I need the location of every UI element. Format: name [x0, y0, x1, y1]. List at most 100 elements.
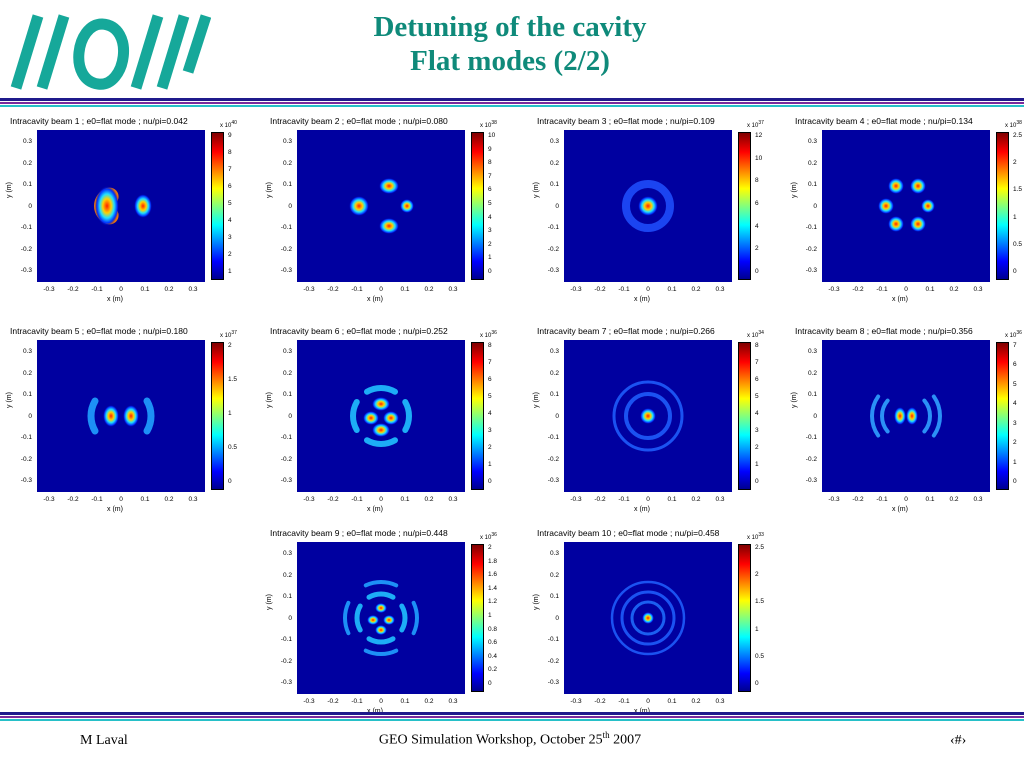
y-axis-label: y (m) [533, 594, 540, 610]
y-axis-label: y (m) [533, 182, 540, 198]
colorbar-tick-label: 0 [488, 478, 492, 485]
colorbar-tick-label: 1 [488, 461, 492, 468]
y-tick-label: 0.1 [807, 391, 817, 398]
colorbar-tick-label: 9 [228, 132, 232, 139]
colorbar-tick-label: 0 [488, 680, 492, 687]
colorbar-tick-label: 1 [228, 410, 232, 417]
colorbar-exponent: x 1036 [480, 330, 497, 339]
x-tick-label: 0 [379, 698, 383, 705]
y-axis-label: y (m) [6, 392, 13, 408]
intensity-map [564, 340, 732, 492]
beam-plot-7: Intracavity beam 7 ; e0=flat mode ; nu/p… [533, 326, 777, 526]
slide-title: Detuning of the cavity Flat modes (2/2) [260, 10, 760, 78]
y-tick-label: 0.3 [282, 348, 292, 355]
colorbar-tick-label: 1.5 [1013, 186, 1023, 194]
colorbar-tick-label: 6 [228, 183, 232, 190]
y-tick-label: 0.2 [807, 369, 817, 377]
plot-title: Intracavity beam 2 ; e0=flat mode ; nu/p… [270, 116, 448, 126]
x-tick-label: 0.3 [973, 496, 983, 503]
x-tick-label: 0.3 [973, 286, 983, 293]
y-tick-label: -0.1 [20, 224, 32, 231]
y-tick-label: -0.2 [805, 245, 817, 253]
beam-plot-4: Intracavity beam 4 ; e0=flat mode ; nu/p… [791, 116, 1024, 316]
plot-title: Intracavity beam 1 ; e0=flat mode ; nu/p… [10, 116, 188, 126]
y-tick-label: -0.3 [280, 679, 292, 686]
y-tick-label: -0.1 [805, 434, 817, 441]
x-tick-label: 0.2 [691, 286, 701, 293]
y-tick-label: -0.3 [805, 267, 817, 274]
x-axis-label: x (m) [892, 296, 908, 303]
x-tick-label: 0 [904, 496, 908, 503]
intensity-pattern [349, 178, 414, 234]
colorbar-tick-label: 0.5 [1013, 240, 1023, 248]
y-tick-label: 0.3 [807, 138, 817, 145]
plot-title: Intracavity beam 9 ; e0=flat mode ; nu/p… [270, 528, 448, 538]
colorbar-tick-label: 5 [488, 393, 492, 400]
y-tick-label: 0 [555, 412, 559, 420]
x-tick-label: 0.3 [448, 286, 458, 293]
y-axis-label: y (m) [266, 594, 273, 610]
colorbar-tick-label: 1 [488, 612, 492, 619]
colorbar-tick-label: 5 [228, 200, 232, 207]
x-tick-label: 0.2 [691, 698, 701, 705]
y-tick-label: 0.3 [549, 348, 559, 355]
colorbar-tick-label: 7 [488, 172, 492, 180]
colorbar-tick-label: 6 [1013, 361, 1017, 369]
y-tick-label: 0.2 [22, 369, 32, 377]
x-tick-label: 0.1 [400, 286, 410, 293]
colorbar-tick-label: 2 [755, 444, 759, 451]
colorbar-tick-label: 2 [488, 240, 492, 248]
y-tick-label: 0.1 [549, 181, 559, 188]
footer-event-year: 2007 [609, 732, 642, 748]
colorbar-tick-label: 4 [1013, 400, 1017, 408]
x-tick-label: 0.3 [715, 286, 725, 293]
y-tick-label: -0.1 [280, 434, 292, 441]
intensity-map [297, 542, 465, 694]
x-tick-label: 0.2 [164, 496, 174, 503]
x-tick-label: -0.1 [351, 286, 363, 293]
colorbar-tick-label: 7 [755, 359, 759, 366]
beam-plot-2: Intracavity beam 2 ; e0=flat mode ; nu/p… [266, 116, 510, 316]
x-tick-label: -0.2 [594, 496, 606, 503]
y-tick-label: 0.1 [22, 181, 32, 188]
intensity-map [822, 340, 990, 492]
colorbar-tick-label: 4 [488, 213, 492, 221]
colorbar-tick-label: 0 [1013, 478, 1017, 485]
colorbar-tick-label: 0.8 [488, 625, 498, 633]
colorbar-tick-label: 9 [488, 145, 492, 153]
y-tick-label: 0.3 [549, 550, 559, 557]
y-tick-label: -0.1 [280, 636, 292, 643]
colorbar-tick-label: 4 [755, 222, 759, 230]
intensity-map [564, 130, 732, 282]
colorbar-tick-label: 1 [755, 625, 759, 633]
plot-title: Intracavity beam 8 ; e0=flat mode ; nu/p… [795, 326, 973, 336]
y-tick-label: -0.2 [280, 245, 292, 253]
x-tick-label: -0.3 [303, 698, 315, 705]
y-tick-label: 0.1 [22, 391, 32, 398]
y-tick-label: 0.3 [22, 138, 32, 145]
x-tick-label: -0.1 [618, 698, 630, 705]
colorbar-tick-label: 2 [228, 251, 232, 258]
colorbar-tick-label: 0.4 [488, 652, 498, 660]
intensity-map [37, 340, 205, 492]
x-tick-label: 0 [904, 286, 908, 293]
title-line-2: Flat modes (2/2) [410, 45, 610, 77]
y-axis-label: y (m) [266, 392, 273, 408]
beam-plot-5: Intracavity beam 5 ; e0=flat mode ; nu/p… [6, 326, 250, 526]
bottom-rule [0, 712, 1024, 721]
x-tick-label: 0.3 [715, 496, 725, 503]
colorbar-tick-label: 8 [488, 342, 492, 349]
x-tick-label: -0.3 [303, 496, 315, 503]
colorbar-tick-label: 1.5 [228, 376, 238, 383]
colorbar-tick-label: 2 [488, 544, 492, 551]
x-tick-label: -0.2 [67, 286, 79, 293]
intensity-map [822, 130, 990, 282]
colorbar-tick-label: 1.8 [488, 557, 498, 565]
x-tick-label: 0.2 [949, 286, 959, 293]
y-tick-label: -0.1 [547, 224, 559, 231]
x-tick-label: 0.2 [949, 496, 959, 503]
y-tick-label: 0.1 [807, 181, 817, 188]
x-axis-label: x (m) [107, 506, 123, 513]
colorbar-tick-label: 4 [228, 217, 232, 224]
colorbar-tick-label: 3 [755, 427, 759, 434]
